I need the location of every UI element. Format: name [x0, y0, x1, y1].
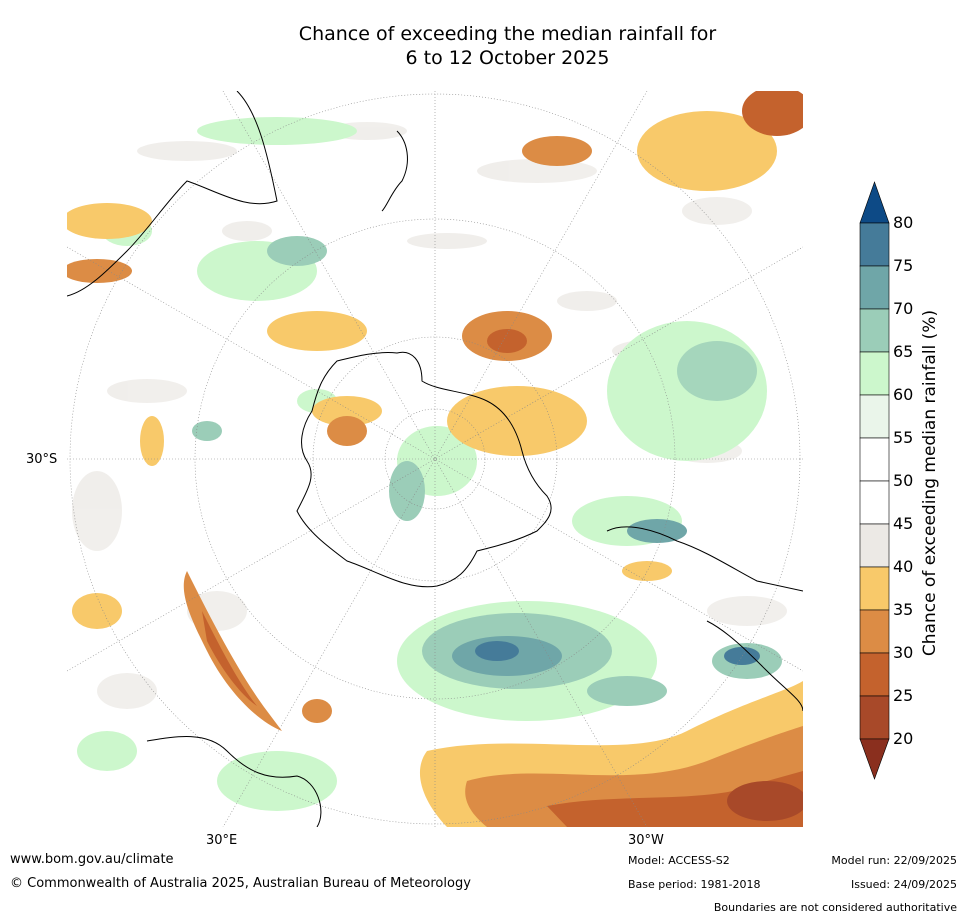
footer-website[interactable]: www.bom.gov.au/climate: [10, 852, 174, 867]
footer-disclaimer: Boundaries are not considered authoritat…: [713, 901, 957, 914]
colorbar-band-25-30: [859, 652, 890, 697]
colorbar-extend-bottom: [859, 738, 890, 780]
footer-model-run: Model run: 22/09/2025: [831, 854, 957, 867]
australia-coastline: [67, 91, 278, 297]
colorbar-tick-75: 75: [893, 256, 914, 275]
title-line-1: Chance of exceeding the median rainfall …: [298, 23, 717, 45]
wet-anomalies: [77, 117, 782, 811]
colorbar-band-35-40: [859, 566, 890, 611]
new-zealand-coastline: [381, 130, 408, 212]
colorbar-tick-40: 40: [893, 557, 914, 576]
longitude-label-30w: 30°W: [628, 833, 664, 848]
colorbar-band-20-25: [859, 695, 890, 740]
colorbar-band-65-70: [859, 308, 890, 353]
colorbar-tick-60: 60: [893, 385, 914, 404]
south-africa-coastline: [146, 736, 322, 827]
colorbar-band-45-50: [859, 480, 890, 525]
colorbar-tick-55: 55: [893, 428, 914, 447]
colorbar-tick-80: 80: [893, 213, 914, 232]
footer-base-period: Base period: 1981-2018: [628, 878, 761, 891]
coastlines: [67, 91, 803, 827]
colorbar-band-50-55: [859, 437, 890, 482]
colorbar-band-30-35: [859, 609, 890, 654]
colorbar-tick-65: 65: [893, 342, 914, 361]
colorbar-tick-25: 25: [893, 686, 914, 705]
colorbar-band-60-65: [859, 351, 890, 396]
colorbar-label: Chance of exceeding median rainfall (%): [920, 309, 940, 657]
africa-coastline: [706, 620, 803, 712]
colorbar-tick-35: 35: [893, 600, 914, 619]
colorbar-tick-20: 20: [893, 729, 914, 748]
colorbar-band-40-45: [859, 523, 890, 568]
colorbar-band-70-75: [859, 265, 890, 310]
dry-anomalies: [67, 91, 803, 827]
chart-title: Chance of exceeding the median rainfall …: [0, 22, 965, 70]
colorbar: [859, 181, 890, 780]
colorbar-tick-30: 30: [893, 643, 914, 662]
colorbar-tick-70: 70: [893, 299, 914, 318]
antarctica-coastline: [296, 351, 552, 588]
footer-copyright: © Commonwealth of Australia 2025, Austra…: [10, 876, 471, 891]
footer-model: Model: ACCESS-S2: [628, 854, 730, 867]
colorbar-extend-top: [859, 181, 890, 224]
colorbar-band-75-80: [859, 222, 890, 267]
south-america-coastline: [606, 526, 803, 592]
latitude-label-30s: 30°S: [26, 452, 58, 467]
colorbar-band-55-60: [859, 394, 890, 439]
colorbar-tick-50: 50: [893, 471, 914, 490]
longitude-label-30e: 30°E: [206, 833, 238, 848]
colorbar-tick-45: 45: [893, 514, 914, 533]
footer-issued: Issued: 24/09/2025: [850, 878, 957, 891]
graticule: [67, 91, 803, 827]
title-line-2: 6 to 12 October 2025: [405, 47, 610, 69]
rainfall-map: [67, 91, 803, 827]
